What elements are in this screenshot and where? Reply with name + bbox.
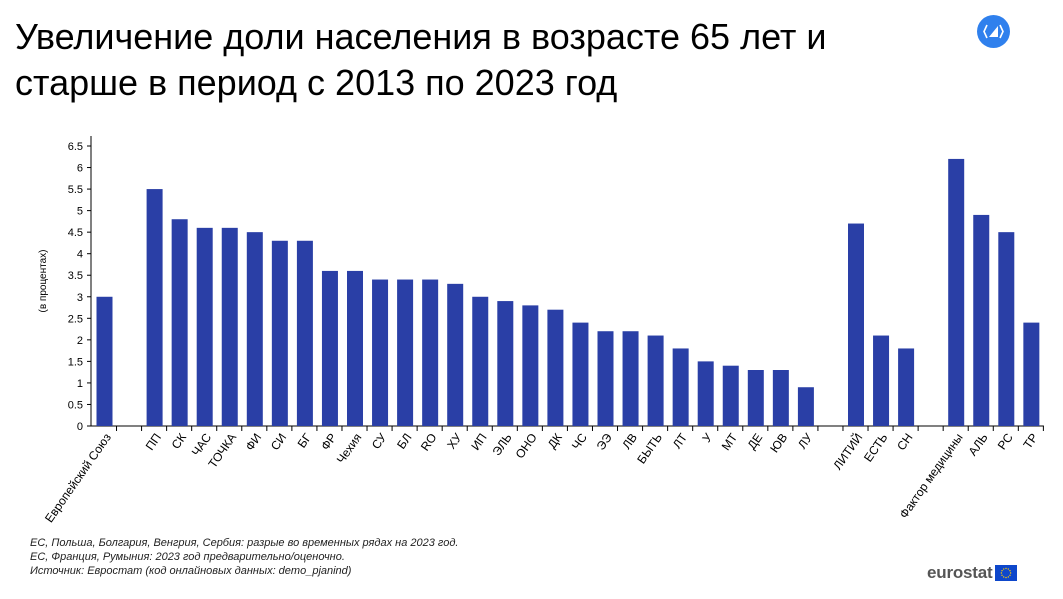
bar xyxy=(622,331,639,426)
bar xyxy=(647,335,664,426)
y-tick-label: 5.5 xyxy=(68,184,83,196)
y-tick-label: 4.5 xyxy=(68,227,83,239)
bar xyxy=(848,223,864,426)
bar xyxy=(171,219,188,426)
y-tick-label: 6.5 xyxy=(68,141,83,153)
x-tick-label: БЫТЬ xyxy=(634,431,665,467)
x-tick-label: ЛТ xyxy=(670,430,691,451)
y-tick-label: 5 xyxy=(77,206,83,218)
x-tick-label: ОНО xyxy=(513,431,540,461)
bar xyxy=(572,322,589,426)
x-tick-label: ЧС xyxy=(569,430,590,452)
source-line: Источник: Евростат (код онлайновых данны… xyxy=(30,565,352,577)
y-tick-label: 6 xyxy=(77,163,83,175)
bar xyxy=(873,335,890,426)
bar xyxy=(898,348,915,426)
x-tick-label: СН xyxy=(894,431,915,453)
y-tick-label: 2.5 xyxy=(68,313,83,325)
code-embed-icon xyxy=(983,24,1004,39)
bar xyxy=(447,283,464,426)
x-tick-label: RO xyxy=(418,431,440,454)
y-tick-label: 0.5 xyxy=(68,399,83,411)
x-tick-label: ФИ xyxy=(243,431,265,454)
eu-flag-icon xyxy=(995,565,1018,581)
x-tick-label: СУ xyxy=(369,430,390,451)
bar xyxy=(296,240,313,426)
y-tick-label: 3 xyxy=(77,292,83,304)
bar xyxy=(347,270,363,426)
x-tick-label: МТ xyxy=(719,430,741,453)
x-tick-label: БГ xyxy=(295,430,315,450)
bar xyxy=(497,301,514,426)
y-tick-label: 1.5 xyxy=(68,356,83,368)
x-tick-label: ДЕ xyxy=(745,431,766,452)
embed-button[interactable] xyxy=(977,15,1010,48)
bar xyxy=(196,227,213,426)
y-axis-label: (в процентах) xyxy=(38,249,49,312)
bar xyxy=(547,309,564,426)
bar xyxy=(246,232,263,426)
y-tick-label: 3.5 xyxy=(68,270,83,282)
x-tick-label: ЛИТИЙ xyxy=(830,430,866,472)
chart-title: Увеличение доли населения в возрасте 65 … xyxy=(15,16,827,103)
bar xyxy=(397,279,414,426)
bar xyxy=(998,232,1015,426)
x-tick-label: ДК xyxy=(545,431,565,451)
x-tick-label: ЛВ xyxy=(619,431,640,452)
x-tick-label: СК xyxy=(169,431,189,452)
x-tick-label: ЛУ xyxy=(795,430,816,451)
x-tick-label: СИ xyxy=(268,431,289,453)
x-tick-label: ЮВ xyxy=(767,431,790,456)
x-tick-label: РС xyxy=(995,430,1016,452)
bar xyxy=(797,387,814,426)
bar xyxy=(722,365,739,426)
bar xyxy=(472,296,489,426)
bar xyxy=(597,331,614,426)
bar xyxy=(948,158,965,426)
x-tick-label: ТР xyxy=(1021,431,1041,452)
y-tick-label: 0 xyxy=(77,421,83,433)
bar xyxy=(96,296,113,426)
bar xyxy=(146,189,163,426)
bar xyxy=(321,270,338,426)
bar xyxy=(372,279,389,426)
x-tick-label: ПП xyxy=(143,431,164,453)
footnote-line: ЕС, Польша, Болгария, Венгрия, Сербия: р… xyxy=(30,537,459,549)
bar xyxy=(747,370,764,426)
y-tick-label: 4 xyxy=(77,249,83,261)
bar xyxy=(772,370,789,426)
bar xyxy=(271,240,288,426)
bar xyxy=(1023,322,1040,426)
x-tick-label: Чехия xyxy=(334,431,365,467)
eurostat-logo: eurostat xyxy=(927,562,1018,584)
bar xyxy=(697,361,714,426)
x-tick-label: ЭЛЬ xyxy=(490,431,515,459)
x-tick-label: ИП xyxy=(468,431,489,453)
x-tick-label: Европейский Союз xyxy=(42,430,114,525)
y-tick-label: 2 xyxy=(77,335,83,347)
bar xyxy=(422,279,439,426)
x-tick-label: У xyxy=(699,430,715,445)
bar xyxy=(522,305,539,426)
footnote-line: ЕС, Франция, Румыния: 2023 год предварит… xyxy=(30,551,345,563)
y-tick-label: 1 xyxy=(77,378,83,390)
bar xyxy=(973,214,990,426)
x-tick-label: АЛЬ xyxy=(965,431,990,459)
x-tick-label: ЭЭ xyxy=(594,430,616,452)
x-tick-label: ФР xyxy=(318,431,339,453)
footnotes: ЕС, Польша, Болгария, Венгрия, Сербия: р… xyxy=(30,536,458,578)
x-tick-label: БЛ xyxy=(394,431,415,452)
x-tick-label: ХУ xyxy=(444,430,465,451)
eurostat-wordmark: eurostat xyxy=(927,563,993,582)
x-tick-label: ЕСТЬ xyxy=(861,431,891,465)
bar xyxy=(221,227,238,426)
bar xyxy=(672,348,689,426)
